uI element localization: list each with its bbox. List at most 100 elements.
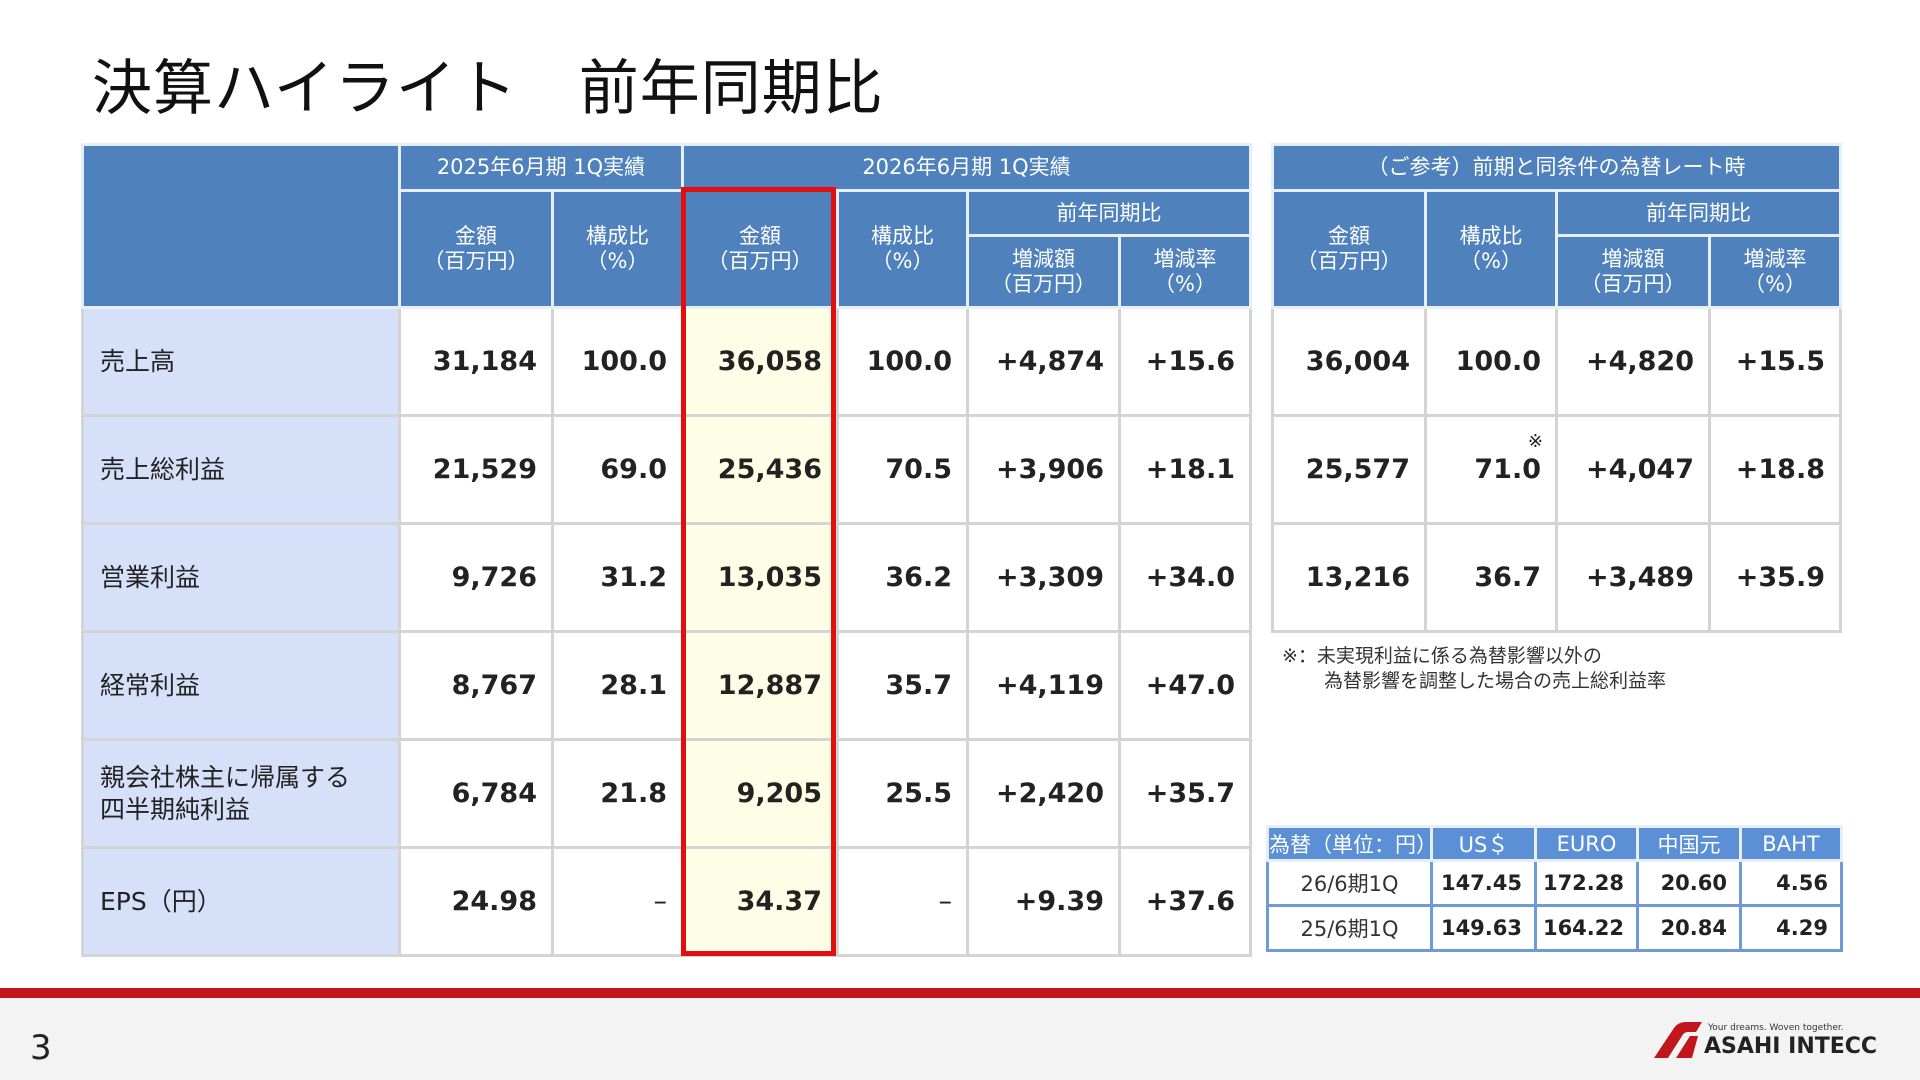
value-cell: 100.0: [1424, 306, 1558, 417]
value-cell: 9,726: [398, 522, 554, 633]
ref-col-diff: 増減額 （百万円）: [1555, 234, 1711, 309]
table-row: EPS（円） 24.98–34.37– +9.39 +37.6: [81, 846, 1252, 957]
footer: [0, 998, 1920, 1080]
row-label: 売上総利益: [81, 414, 401, 525]
value-cell: 34.37: [681, 846, 839, 957]
table-row: 経常利益 8,767 28.1 12,887 35.7 +4,119 +47.0: [81, 630, 1252, 741]
page-number: 3: [30, 1028, 52, 1068]
value-text: +3,489: [1585, 562, 1694, 593]
row-label: 親会社株主に帰属する 四半期純利益: [81, 738, 401, 849]
fx-header: BAHT: [1739, 825, 1843, 862]
fx-header: US＄: [1430, 825, 1537, 862]
value-cell: 69.0: [551, 414, 684, 525]
value-cell: +18.1: [1118, 414, 1252, 525]
ref-col-ratio: 構成比 （%）: [1424, 189, 1558, 309]
footnote: ※：未実現利益に係る為替影響以外の 為替影響を調整した場合の売上総利益率: [1282, 644, 1666, 694]
footnote-line: ※：未実現利益に係る為替影響以外の: [1282, 645, 1602, 667]
value-text: +35.9: [1735, 562, 1825, 593]
col-rate: 増減率 （%）: [1118, 234, 1252, 309]
footnote-line: 為替影響を調整した場合の売上総利益率: [1324, 670, 1667, 692]
value-cell: +47.0: [1118, 630, 1252, 741]
value-cell: –: [551, 846, 684, 957]
reference-header: （ご参考）前期と同条件の為替レート時: [1271, 143, 1842, 192]
value-cell: 28.1: [551, 630, 684, 741]
table-row: 売上総利益 21,529 69.0 25,436 70.5 +3,906 +18.1: [81, 414, 1252, 525]
value-text: +4,047: [1585, 454, 1694, 485]
fx-rate: 172.28: [1534, 859, 1639, 907]
value-cell: +4,119: [966, 630, 1121, 741]
value-cell: 12,887: [681, 630, 839, 741]
value-cell: 36.2: [836, 522, 969, 633]
fx-period: 25/6期1Q: [1266, 904, 1433, 952]
value-cell: 21.8: [551, 738, 684, 849]
reference-table: （ご参考）前期と同条件の為替レート時 金額 （百万円） 構成比 （%） 前年同期比 …: [1271, 143, 1842, 633]
col-ratio-2026: 構成比 （%）: [836, 189, 969, 309]
footnote-mark: ※: [1527, 431, 1543, 452]
table-row: 13,216 36.7 +3,489 +35.9: [1271, 522, 1842, 633]
fx-header: 為替（単位：円）: [1266, 825, 1437, 862]
fx-rate: 20.60: [1636, 859, 1742, 907]
value-cell: 25,436: [681, 414, 839, 525]
fx-rate: 20.84: [1636, 904, 1742, 952]
results-table: 2025年6月期 1Q実績 2026年6月期 1Q実績 金額 （百万円） 構成比（…: [81, 143, 1252, 957]
value-cell: 9,205: [681, 738, 839, 849]
value-cell: 13,216: [1271, 522, 1427, 633]
value-cell: 36.7: [1424, 522, 1558, 633]
fx-period: 26/6期1Q: [1266, 859, 1433, 907]
table-row: 売上高 31,184 100.0 36,058 100.0 +4,874 +15.6: [81, 306, 1252, 417]
value-cell: 36,004: [1271, 306, 1427, 417]
value-cell: 36,058: [681, 306, 839, 417]
value-cell: +34.0: [1118, 522, 1252, 633]
col-diff: 増減額 （百万円）: [966, 234, 1121, 309]
value-cell: +9.39: [966, 846, 1121, 957]
asahi-intecc-logo-icon: [1654, 1022, 1702, 1058]
value-cell: +15.5: [1708, 306, 1842, 417]
value-cell: +35.9: [1708, 522, 1842, 633]
value-text: +15.5: [1735, 346, 1825, 377]
ref-col-amount: 金額 （百万円）: [1271, 189, 1427, 309]
value-cell: 25,577: [1271, 414, 1427, 525]
value-cell: ※ 71.0: [1424, 414, 1558, 525]
row-label: 営業利益: [81, 522, 401, 633]
fx-header: EURO: [1534, 825, 1639, 862]
value-cell: –: [836, 846, 969, 957]
table-row: 親会社株主に帰属する 四半期純利益 6,784 21.8 9,205 25.5 +2,42…: [81, 738, 1252, 849]
fx-header: 中国元: [1636, 825, 1742, 862]
value-cell: +18.8: [1708, 414, 1842, 525]
value-text: +18.8: [1735, 454, 1825, 485]
footer-divider: [0, 988, 1920, 998]
row-label: 売上高: [81, 306, 401, 417]
fx-header-row: 為替（単位：円） US＄ EURO 中国元 BAHT: [1266, 825, 1843, 862]
value-cell: 21,529: [398, 414, 554, 525]
logo-tagline: Your dreams. Woven together.: [1708, 1023, 1844, 1033]
table-row: 営業利益 9,726 31.2 13,035 36.2 +3,309 +34.0: [81, 522, 1252, 633]
group-header-2025: 2025年6月期 1Q実績: [398, 143, 684, 192]
value-cell: 31.2: [551, 522, 684, 633]
value-cell: 13,035: [681, 522, 839, 633]
value-cell: 6,784: [398, 738, 554, 849]
value-cell: 8,767: [398, 630, 554, 741]
fx-rate: 164.22: [1534, 904, 1639, 952]
ref-yoy-header: 前年同期比: [1555, 189, 1842, 237]
corner-cell: [81, 143, 401, 309]
fx-rate: 4.56: [1739, 859, 1843, 907]
value-cell: +15.6: [1118, 306, 1252, 417]
value-cell: 100.0: [836, 306, 969, 417]
ref-col-rate: 増減率 （%）: [1708, 234, 1842, 309]
value-cell: +4,820: [1555, 306, 1711, 417]
table-row: 36,004 100.0 +4,820 +15.5: [1271, 306, 1842, 417]
page-title: 決算ハイライト 前年同期比: [92, 54, 884, 124]
value-cell: 70.5: [836, 414, 969, 525]
fx-rate: 147.45: [1430, 859, 1537, 907]
value-text: 71.0: [1474, 454, 1541, 485]
value-text: 25,577: [1305, 454, 1410, 485]
value-cell: 31,184: [398, 306, 554, 417]
value-cell: 24.98: [398, 846, 554, 957]
group-header-2026: 2026年6月期 1Q実績: [681, 143, 1252, 192]
value-text: 36.7: [1474, 562, 1541, 593]
value-cell: 35.7: [836, 630, 969, 741]
value-cell: +37.6: [1118, 846, 1252, 957]
value-cell: +2,420: [966, 738, 1121, 849]
col-ratio-2025: 構成比 （%）: [551, 189, 684, 309]
value-text: 36,004: [1305, 346, 1410, 377]
